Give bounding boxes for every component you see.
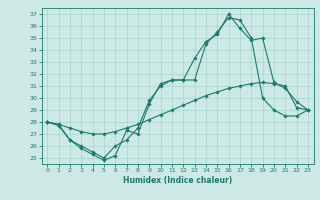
X-axis label: Humidex (Indice chaleur): Humidex (Indice chaleur) (123, 176, 232, 185)
